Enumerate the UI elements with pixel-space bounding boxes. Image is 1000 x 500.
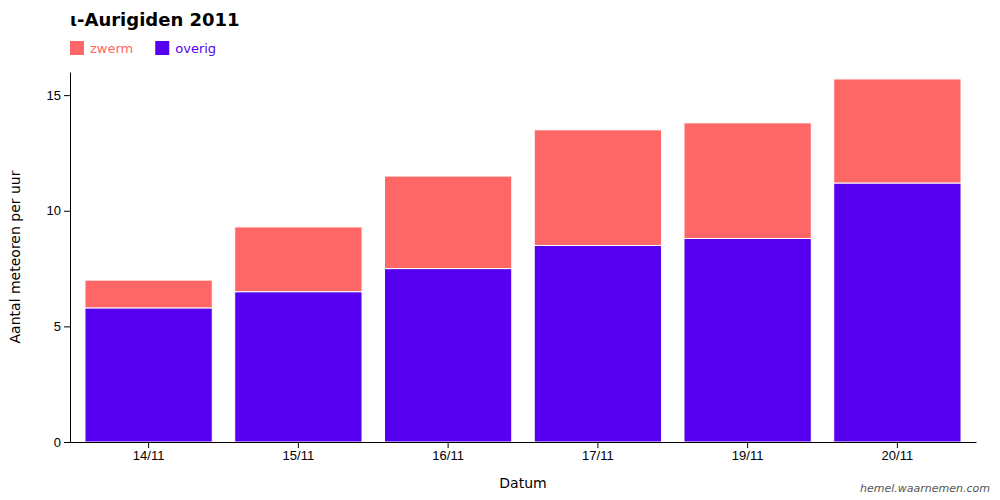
- x-tick-mark: [897, 442, 898, 448]
- bar: [85, 280, 212, 308]
- x-tick: 17/11: [582, 442, 614, 463]
- bar: [235, 227, 362, 292]
- y-tick-label: 0: [54, 435, 61, 450]
- y-axis-line: [70, 73, 71, 443]
- x-axis: 14/11 15/11 16/11 17/11 19/11 20/11: [71, 442, 977, 463]
- x-tick-label: 16/11: [432, 448, 464, 463]
- x-tick-label: 20/11: [882, 448, 914, 463]
- x-tick: 20/11: [882, 442, 914, 463]
- x-tick: 15/11: [283, 442, 315, 463]
- x-tick-mark: [448, 442, 449, 448]
- y-tick-label: 10: [47, 203, 61, 218]
- y-tick-mark: [64, 211, 70, 212]
- bar: [834, 183, 961, 442]
- series-1: [85, 79, 961, 308]
- y-tick-mark: [64, 95, 70, 96]
- y-tick-mark: [64, 442, 70, 443]
- title: ι-Aurigiden 2011: [70, 9, 240, 30]
- bar: [384, 176, 511, 269]
- x-tick-mark: [148, 442, 149, 448]
- x-tick-label: 15/11: [283, 448, 315, 463]
- legend-swatch: [155, 41, 169, 55]
- y-tick-mark: [64, 326, 70, 327]
- bar: [534, 245, 661, 442]
- y-tick-label: 15: [47, 88, 61, 103]
- plot: 14/11 15/11 16/11 17/11 19/11 20/11 0 5 10 15: [47, 73, 977, 464]
- y-tick: 10: [47, 203, 70, 218]
- legend-item: zwerm: [70, 41, 133, 56]
- legend-label: overig: [175, 41, 216, 56]
- bars: [85, 79, 961, 442]
- bar: [534, 130, 661, 246]
- chart: 14/11 15/11 16/11 17/11 19/11 20/11 0 5 10 15 Datu…: [0, 0, 1000, 500]
- x-axis-title: Datum: [499, 475, 546, 491]
- series-0: [85, 183, 961, 442]
- bar: [834, 79, 961, 183]
- x-tick: 14/11: [133, 442, 165, 463]
- bar: [384, 269, 511, 442]
- legend: zwerm overig: [70, 41, 216, 56]
- bar: [684, 123, 811, 239]
- y-tick-label: 5: [54, 319, 61, 334]
- x-tick-mark: [597, 442, 598, 448]
- bar: [235, 292, 362, 442]
- x-tick-label: 19/11: [732, 448, 764, 463]
- legend-label: zwerm: [90, 41, 133, 56]
- y-axis: 0 5 10 15: [47, 73, 71, 450]
- x-tick: 16/11: [432, 442, 464, 463]
- bar: [684, 239, 811, 443]
- legend-swatch: [70, 41, 84, 55]
- x-tick-mark: [747, 442, 748, 448]
- y-axis-title: Aantal meteoren per uur: [7, 170, 23, 343]
- x-tick-mark: [298, 442, 299, 448]
- bar: [85, 308, 212, 442]
- x-tick-label: 14/11: [133, 448, 165, 463]
- y-tick: 5: [54, 319, 70, 334]
- x-axis-line: [71, 442, 977, 443]
- legend-item: overig: [155, 41, 216, 56]
- annotation: hemel.waarnemen.com: [860, 482, 990, 495]
- x-tick-label: 17/11: [582, 448, 614, 463]
- y-tick: 15: [47, 88, 70, 103]
- y-tick: 0: [54, 435, 70, 450]
- x-tick: 19/11: [732, 442, 764, 463]
